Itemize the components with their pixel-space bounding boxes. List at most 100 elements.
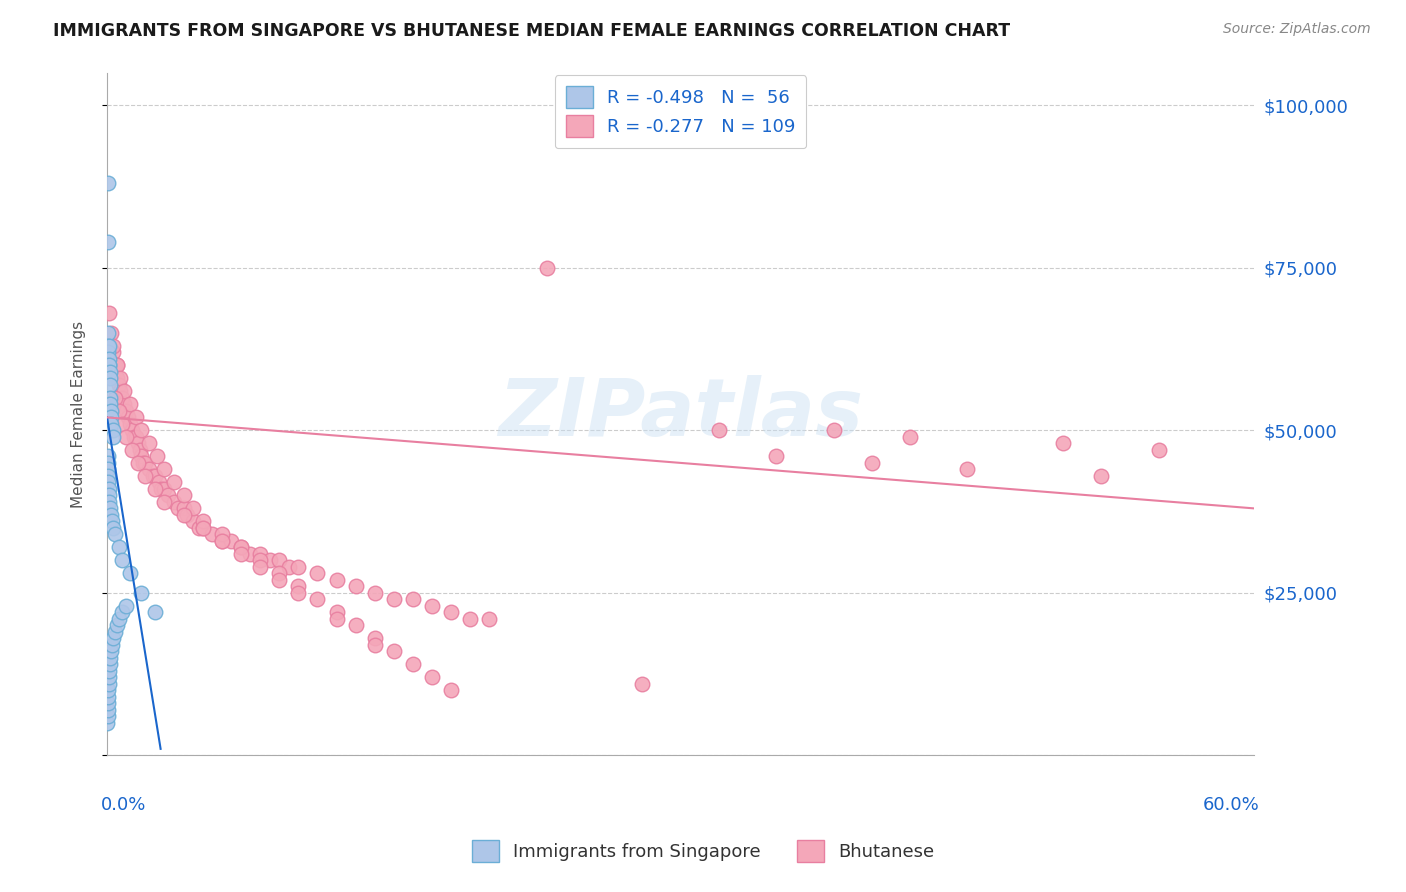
Point [117,410,139,425]
Legend: R = -0.498   N =  56, R = -0.277   N = 109: R = -0.498 N = 56, R = -0.277 N = 109 [555,75,807,148]
Point [440,683,463,698]
Point [111,606,134,620]
Point [269,553,291,567]
Point [229,547,252,561]
Text: 60.0%: 60.0% [1204,797,1260,814]
Point [98,365,121,379]
Point [259,553,281,567]
Point [97,469,120,483]
Point [100,410,122,425]
Point [101,345,124,359]
Point [97,683,120,698]
Point [110,384,132,399]
Point [898,430,921,444]
Point [211,527,233,541]
Point [128,442,150,457]
Point [138,462,160,476]
Point [1147,442,1170,457]
Point [249,547,271,561]
Point [131,450,153,464]
Point [101,632,124,646]
Point [111,417,134,431]
Point [420,599,443,613]
Point [111,391,134,405]
Point [287,586,309,600]
Point [163,495,186,509]
Point [97,697,120,711]
Point [325,612,347,626]
Point [325,606,347,620]
Point [112,397,135,411]
Point [98,501,121,516]
Point [105,371,128,385]
Point [229,541,252,555]
Point [211,533,233,548]
Point [97,326,120,340]
Point [104,359,127,373]
Point [143,469,166,483]
Point [229,541,252,555]
Point [100,326,122,340]
Point [325,573,347,587]
Point [127,436,149,450]
Point [98,339,121,353]
Point [97,359,120,373]
Point [98,351,121,366]
Point [98,378,121,392]
Point [100,508,122,522]
Point [97,339,120,353]
Point [98,488,121,502]
Point [307,592,329,607]
Point [98,391,121,405]
Point [122,430,145,444]
Point [364,632,387,646]
Point [364,638,387,652]
Point [98,657,121,672]
Point [269,573,291,587]
Point [536,260,558,275]
Point [191,521,214,535]
Point [97,177,120,191]
Point [249,560,271,574]
Point [382,592,405,607]
Point [956,462,979,476]
Point [460,612,482,626]
Point [148,475,170,490]
Point [173,501,195,516]
Point [110,371,132,385]
Point [157,488,180,502]
Point [98,306,121,320]
Point [307,566,329,581]
Point [287,579,309,593]
Point [221,533,243,548]
Point [860,456,883,470]
Text: ZIPatlas: ZIPatlas [498,376,863,453]
Point [100,417,122,431]
Point [105,359,128,373]
Point [823,424,845,438]
Text: Source: ZipAtlas.com: Source: ZipAtlas.com [1223,22,1371,37]
Point [127,456,149,470]
Point [344,618,367,632]
Point [173,508,195,522]
Point [402,592,425,607]
Point [382,644,405,658]
Point [97,677,120,691]
Point [107,612,129,626]
Point [97,235,120,249]
Point [132,456,155,470]
Point [104,624,127,639]
Point [105,359,128,373]
Point [143,482,166,496]
Point [163,475,186,490]
Point [107,541,129,555]
Point [97,475,120,490]
Point [107,378,129,392]
Point [97,456,120,470]
Point [707,424,730,438]
Point [98,397,121,411]
Point [125,410,148,425]
Text: 0.0%: 0.0% [101,797,146,814]
Point [98,651,121,665]
Point [101,430,124,444]
